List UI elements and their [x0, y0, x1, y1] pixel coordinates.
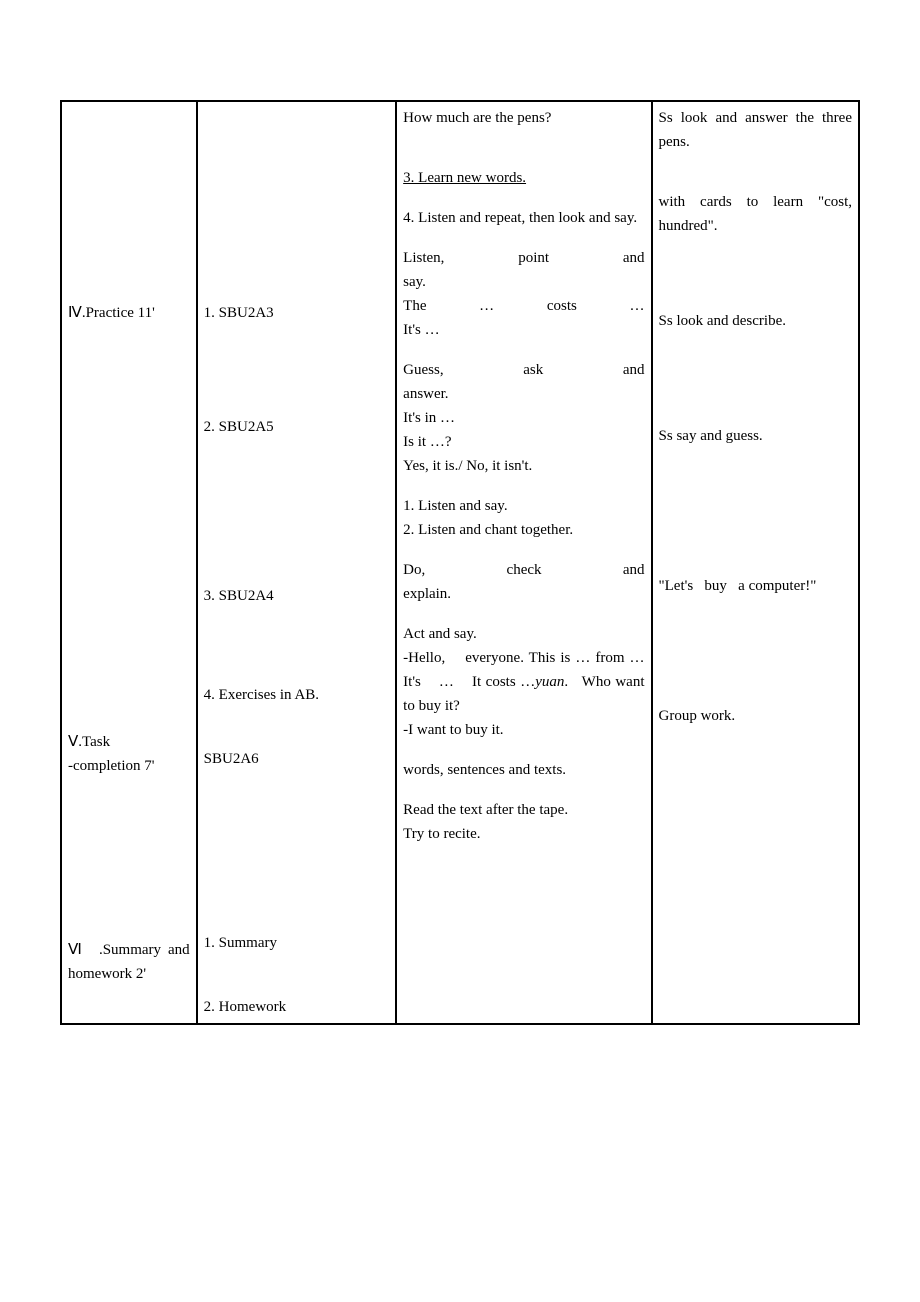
task-iwant: -I want to buy it. — [403, 718, 644, 742]
practice-item-4: 4. Exercises in AB. — [204, 683, 390, 707]
practice-item-3: 3. SBU2A4 — [204, 584, 390, 608]
practice2-guess: Guess, ask and — [403, 358, 644, 382]
note-say-guess: Ss say and guess. — [659, 424, 852, 448]
practice1-listen: Listen, point and — [403, 246, 644, 270]
practice-header: Ⅳ.Practice 11' — [68, 301, 190, 325]
notes-column: Ss look and answer the three pens. with … — [652, 101, 859, 1024]
summary-item-1: 1. Summary — [204, 931, 390, 955]
lesson-plan-table: Ⅳ.Practice 11' Ⅴ.Task -completion 7' Ⅵ .… — [60, 100, 860, 1025]
practice2-yesno: Yes, it is./ No, it isn't. — [403, 454, 644, 478]
practice3-listen-chant: 2. Listen and chant together. — [403, 518, 644, 542]
summary-header: Ⅵ .Summary and homework 2' — [68, 938, 190, 986]
practice3-listen-say: 1. Listen and say. — [403, 494, 644, 518]
practice4-do: Do, check and — [403, 558, 644, 582]
task-item-1: SBU2A6 — [204, 747, 390, 771]
note-group-work: Group work. — [659, 704, 852, 728]
step3-learn-words: 3. Learn new words. — [403, 166, 644, 190]
note-cards: with cards to learn "cost, hundred". — [659, 190, 852, 238]
practice-item-2: 2. SBU2A5 — [204, 415, 390, 439]
practice2-answer: answer. — [403, 382, 644, 406]
homework-read: Read the text after the tape. — [403, 798, 644, 822]
practice1-say: say. — [403, 270, 644, 294]
question-pens: How much are the pens? — [403, 106, 644, 130]
summary-item-2: 2. Homework — [204, 995, 390, 1019]
activities-column: 1. SBU2A3 2. SBU2A5 3. SBU2A4 4. Exercis… — [197, 101, 397, 1024]
practice1-its: It's … — [403, 318, 644, 342]
practice2-itsin: It's in … — [403, 406, 644, 430]
task-header-2: -completion 7' — [68, 754, 190, 778]
note-lets-buy: "Let's buy a computer!" — [659, 574, 852, 598]
task-hello: -Hello, everyone. This is … from … It's … — [403, 646, 644, 718]
practice1-pattern: The … costs … — [403, 294, 644, 318]
homework-recite: Try to recite. — [403, 822, 644, 846]
note-look-answer: Ss look and answer the three pens. — [659, 106, 852, 154]
task-act-say: Act and say. — [403, 622, 644, 646]
practice2-isit: Is it …? — [403, 430, 644, 454]
step4-listen-repeat: 4. Listen and repeat, then look and say. — [403, 206, 644, 230]
task-header: Ⅴ.Task — [68, 730, 190, 754]
practice-item-1: 1. SBU2A3 — [204, 301, 390, 325]
section-column: Ⅳ.Practice 11' Ⅴ.Task -completion 7' Ⅵ .… — [61, 101, 197, 1024]
note-look-describe: Ss look and describe. — [659, 309, 852, 333]
procedures-column: How much are the pens? 3. Learn new word… — [396, 101, 651, 1024]
summary-words: words, sentences and texts. — [403, 758, 644, 782]
practice4-explain: explain. — [403, 582, 644, 606]
yuan-italic: yuan — [535, 674, 564, 690]
